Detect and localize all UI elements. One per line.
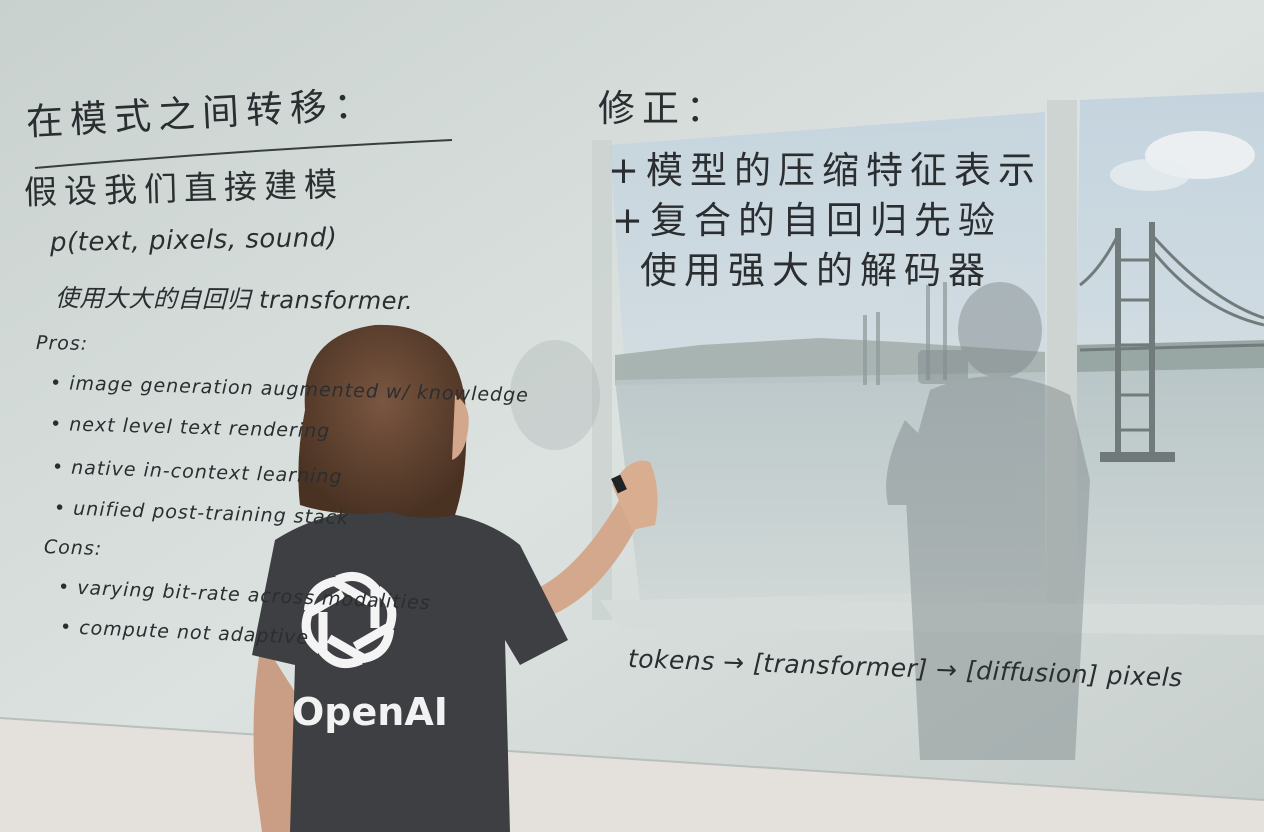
fix-item: +复合的自回归先验 bbox=[612, 199, 1003, 242]
shirt-logo-text: OpenAI bbox=[292, 690, 448, 734]
formula: p(text, pixels, sound) bbox=[49, 222, 338, 258]
cons-label: Cons: bbox=[43, 536, 103, 561]
fix-item: +模型的压缩特征表示 bbox=[608, 149, 1043, 192]
model-description: 使用大大的自回归 transformer. bbox=[54, 284, 414, 316]
modeling-assumption: 假设我们直接建模 bbox=[23, 164, 345, 212]
openai-logo-icon bbox=[301, 571, 397, 669]
pros-label: Pros: bbox=[35, 332, 89, 355]
right-heading: 修正： bbox=[598, 87, 730, 130]
fix-item: 使用强大的解码器 bbox=[640, 249, 992, 292]
